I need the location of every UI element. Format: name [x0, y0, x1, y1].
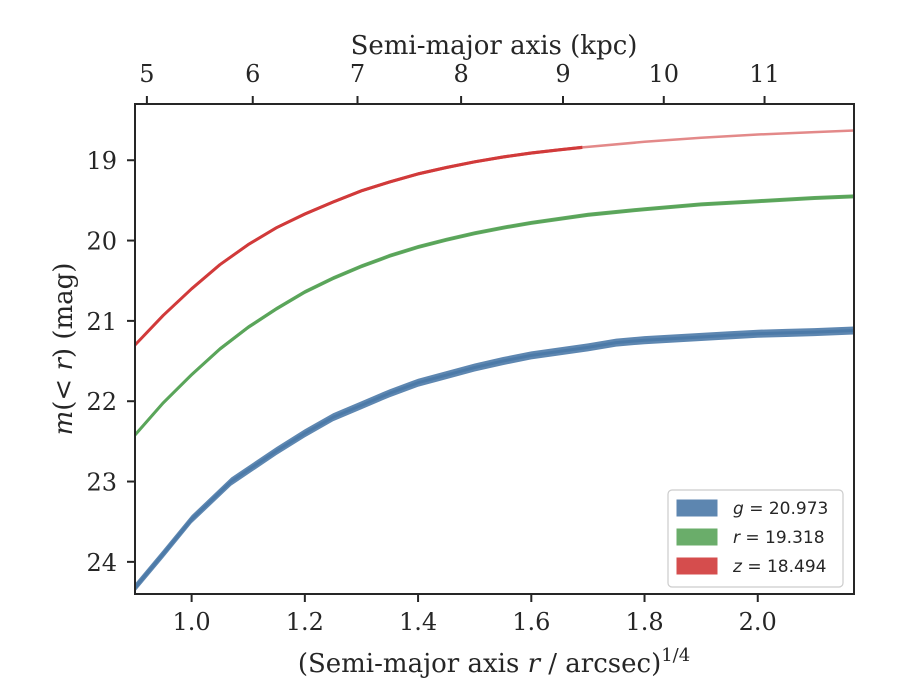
series-z-line	[135, 145, 583, 347]
x-tick-label: 1.6	[512, 608, 550, 636]
y-tick-label: 23	[86, 469, 117, 497]
y-axis-label: m(< r) (mag)	[49, 263, 79, 436]
legend-label-g: g = 20.973	[733, 499, 828, 519]
y-tick-label: 20	[86, 228, 117, 256]
legend-var-z: z	[732, 557, 743, 577]
y-tick-label: 24	[86, 549, 117, 577]
legend-value-r: = 19.318	[740, 528, 825, 548]
legend-swatch-z	[676, 557, 718, 575]
x-tick-label: 1.0	[173, 608, 211, 636]
x-tick-label: 1.2	[286, 608, 324, 636]
top-x-tick-label: 5	[139, 60, 154, 88]
series-z-line-extrapolated	[582, 129, 854, 149]
legend-var-r: r	[733, 528, 741, 548]
x-axis-label-var: r	[528, 649, 542, 679]
legend-swatch-r	[676, 528, 718, 546]
series-g-line	[135, 329, 854, 589]
axes-frame	[134, 103, 855, 595]
legend-var-g: g	[733, 499, 744, 519]
y-axis-label-var: m	[49, 411, 79, 436]
x-axis-label-pre: (Semi-major axis	[298, 649, 528, 679]
plot-layer	[135, 129, 854, 592]
x-tick-label: 1.4	[399, 608, 437, 636]
top-x-tick-label: 7	[350, 60, 365, 88]
top-x-tick-label: 10	[649, 60, 680, 88]
y-tick-label: 22	[86, 388, 117, 416]
top-x-axis-label: Semi-major axis (kpc)	[351, 31, 638, 61]
tick-layer: 1.0 1.2 1.4 1.6 1.8 2.0 19 20 21 22 23 24 5 6 7 8 9 10 11	[86, 60, 779, 636]
series-group	[135, 129, 854, 592]
y-tick-label: 21	[86, 308, 117, 336]
legend-label-z: z = 18.494	[732, 557, 826, 577]
x-tick-label: 1.8	[625, 608, 663, 636]
x-axis-label-post: / arcsec)	[540, 649, 661, 679]
legend-value-g: = 20.973	[744, 499, 829, 519]
x-axis-label-exponent: 1/4	[661, 645, 690, 666]
y-tick-label: 19	[86, 147, 117, 175]
legend-swatch-g	[676, 499, 718, 517]
x-axis-label: (Semi-major axis r / arcsec)1/4	[298, 645, 690, 679]
y-axis-label-post: ) (mag)	[49, 263, 79, 359]
top-x-tick-label: 6	[245, 60, 260, 88]
legend-label-r: r = 19.318	[733, 528, 825, 548]
y-axis-label-mid: (<	[49, 371, 79, 411]
y-axis-label-var2: r	[49, 357, 79, 371]
series-r-line	[135, 194, 854, 436]
x-tick-label: 2.0	[739, 608, 777, 636]
top-x-tick-label: 8	[453, 60, 468, 88]
legend-value-z: = 18.494	[742, 557, 827, 577]
top-x-tick-label: 9	[555, 60, 570, 88]
top-x-tick-label: 11	[749, 60, 780, 88]
